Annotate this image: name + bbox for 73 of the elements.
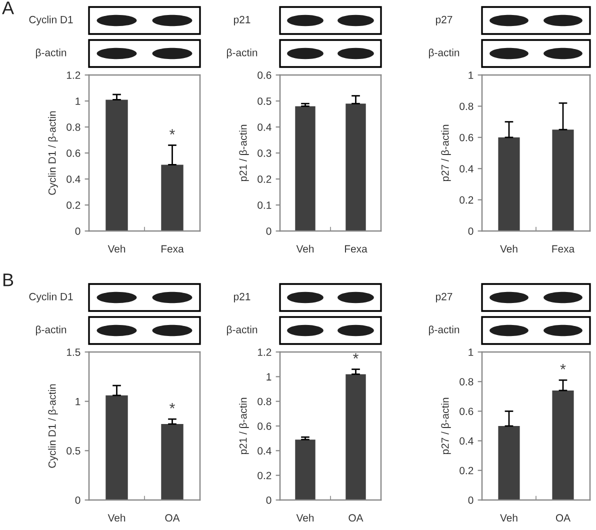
text: p21: [234, 16, 250, 26]
y-tick-label: 0.5: [66, 447, 80, 455]
y-tick-label: 0.6: [66, 150, 80, 157]
y-tick-label: 0.8: [460, 378, 474, 386]
x-tick-label: Veh: [296, 514, 314, 522]
y-tick-label: 1: [468, 72, 474, 79]
y-tick-label: 1: [76, 398, 80, 406]
x-tick-label: Veh: [500, 514, 518, 522]
text: p27: [436, 292, 452, 302]
y-tick-label: 1: [468, 348, 474, 356]
annotation: *: [170, 403, 175, 408]
y-axis-title: p27 / β-actin: [441, 124, 451, 182]
y-tick-label: 0: [468, 228, 474, 235]
y-tick-label: 0.4: [460, 165, 474, 172]
text: β-actin: [428, 48, 460, 58]
x-tick-label: Veh: [108, 244, 126, 253]
y-tick-label: 0.6: [258, 72, 272, 79]
y-tick-label: 0.2: [258, 176, 272, 183]
text: β-actin: [36, 326, 66, 336]
y-tick-label: 0: [266, 496, 272, 504]
y-axis-title: Cyclin D1 / β-actin: [48, 384, 58, 468]
y-tick-label: 0.1: [258, 202, 272, 209]
y-tick-label: 0.2: [258, 472, 272, 480]
text: β-actin: [428, 326, 460, 336]
y-tick-label: 0.4: [258, 447, 272, 455]
x-tick-label: Veh: [500, 244, 518, 253]
y-tick-label: 1.2: [258, 348, 272, 356]
annotation: *: [560, 364, 566, 370]
x-tick-label: Fexa: [162, 245, 184, 253]
y-axis-title: p21 / β-actin: [239, 124, 249, 182]
y-tick-label: 0.8: [460, 102, 474, 110]
x-tick-label: Fexa: [345, 245, 368, 253]
x-tick-label: OA: [556, 514, 571, 522]
text: Cyclin D1: [29, 292, 73, 302]
text: p27: [436, 16, 452, 26]
x-tick-label: Fexa: [552, 245, 575, 253]
annotation: *: [353, 353, 358, 359]
y-tick-label: 0.2: [66, 202, 80, 209]
y-tick-label: 0: [75, 228, 80, 235]
y-axis-title: Cyclin D1 / β-actin: [48, 111, 58, 195]
y-axis-title: p21 / β-actin: [239, 398, 249, 454]
x-tick-label: OA: [165, 514, 180, 522]
y-tick-label: 1: [266, 373, 272, 380]
annotation: *: [170, 129, 175, 134]
y-tick-label: 0: [468, 496, 474, 504]
y-tick-label: 0.8: [258, 398, 272, 406]
chart-title: A: [2, 2, 14, 14]
y-tick-label: 1.2: [66, 72, 80, 79]
chart-title: B: [3, 274, 14, 286]
text: β-actin: [226, 48, 258, 58]
y-tick-label: 0: [75, 496, 80, 504]
y-axis-title: p27 / β-actin: [441, 398, 451, 454]
y-tick-label: 0.4: [460, 437, 474, 445]
y-tick-label: 0.3: [258, 150, 272, 157]
y-tick-label: 0.2: [460, 196, 474, 204]
y-tick-label: 0.8: [66, 124, 80, 131]
text: Cyclin D1: [29, 16, 73, 26]
y-tick-label: 1: [76, 98, 80, 105]
y-tick-label: 0.6: [460, 134, 474, 142]
y-tick-label: 0.4: [66, 176, 80, 183]
text: p21: [234, 292, 250, 302]
y-tick-label: 1.5: [66, 348, 80, 356]
text: β-actin: [226, 326, 258, 336]
text: β-actin: [36, 48, 66, 58]
y-tick-label: 0.2: [460, 466, 474, 474]
x-tick-label: Veh: [108, 514, 126, 522]
x-tick-label: OA: [348, 514, 364, 522]
x-tick-label: Veh: [296, 244, 314, 253]
y-tick-label: 0.4: [258, 124, 272, 131]
y-tick-label: 0.5: [258, 98, 272, 105]
y-tick-label: 0.6: [460, 408, 474, 416]
y-tick-label: 0.6: [258, 422, 272, 430]
y-tick-label: 0: [266, 228, 272, 235]
